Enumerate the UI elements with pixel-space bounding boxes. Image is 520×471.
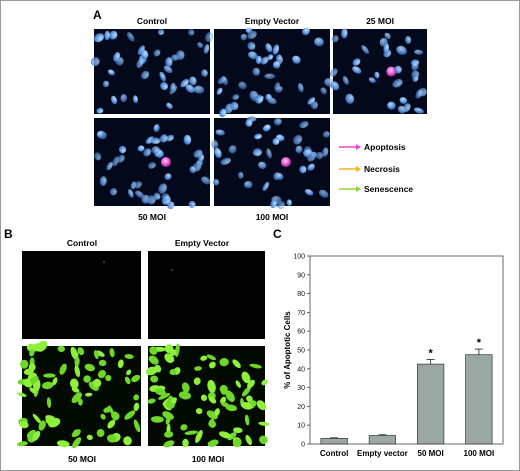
x-tick-label: Empty vector — [357, 449, 408, 458]
legend-apoptosis-arrow-icon — [356, 144, 361, 150]
image-b-100moi — [145, 343, 270, 448]
image-b-control — [22, 251, 141, 339]
panel-a-images — [90, 27, 427, 210]
y-tick-label: 20 — [297, 404, 305, 411]
legend-necrosis: Necrosis — [339, 164, 400, 174]
label-b-control: Control — [67, 238, 97, 248]
bar — [417, 363, 445, 445]
legend-apoptosis-label: Apoptosis — [364, 142, 406, 152]
image-b-50moi — [16, 340, 141, 449]
x-tick-label: Control — [320, 449, 348, 458]
y-tick-label: 10 — [297, 423, 305, 430]
image-a-empty-vector — [214, 27, 335, 118]
bar — [465, 354, 493, 445]
label-b-empty-vector: Empty Vector — [175, 238, 230, 248]
label-a-control: Control — [137, 16, 167, 26]
y-axis-label: % of Apoptotic Cells — [283, 311, 292, 389]
significance-marker: * — [428, 347, 433, 359]
image-a-25moi — [329, 28, 427, 114]
bar — [368, 435, 396, 445]
panel-a-legend: Apoptosis Necrosis Senescence — [339, 142, 413, 194]
legend-necrosis-arrow-icon — [356, 166, 361, 172]
x-tick-label: 50 MOI — [418, 449, 444, 458]
label-a-100moi: 100 MOI — [256, 212, 289, 222]
label-a-empty-vector: Empty Vector — [245, 16, 300, 26]
legend-senescence-arrow-icon — [356, 186, 361, 192]
label-b-100moi: 100 MOI — [192, 454, 225, 464]
image-a-50moi — [94, 118, 211, 209]
bar — [320, 438, 348, 445]
image-a-control — [90, 29, 214, 114]
legend-necrosis-label: Necrosis — [364, 164, 400, 174]
bar-chart: 0 10 20 30 40 50 60 70 80 90 100 % of Apoptotic Cel… — [283, 254, 504, 458]
y-tick-label: 100 — [293, 254, 305, 261]
y-tick-label: 40 — [297, 366, 305, 373]
legend-apoptosis: Apoptosis — [339, 142, 406, 152]
y-tick-label: 30 — [297, 385, 305, 392]
image-a-100moi — [211, 116, 331, 210]
y-tick-label: 80 — [297, 291, 305, 298]
y-tick-label: 50 — [297, 348, 305, 355]
y-tick-label: 90 — [297, 272, 305, 279]
significance-marker: * — [477, 337, 482, 349]
label-b-50moi: 50 MOI — [68, 454, 96, 464]
legend-senescence: Senescence — [339, 184, 413, 194]
x-tick-label: 100 MOI — [464, 449, 495, 458]
image-b-empty-vector — [148, 251, 265, 339]
y-tick-label: 60 — [297, 329, 305, 336]
legend-senescence-label: Senescence — [364, 184, 413, 194]
label-a-50moi: 50 MOI — [138, 212, 166, 222]
panel-a-letter: A — [93, 8, 102, 22]
panel-c-letter: C — [273, 227, 282, 241]
panel-b-letter: B — [4, 227, 13, 241]
y-tick-label: 0 — [301, 442, 305, 449]
y-tick-label: 70 — [297, 310, 305, 317]
label-a-25moi: 25 MOI — [366, 16, 394, 26]
